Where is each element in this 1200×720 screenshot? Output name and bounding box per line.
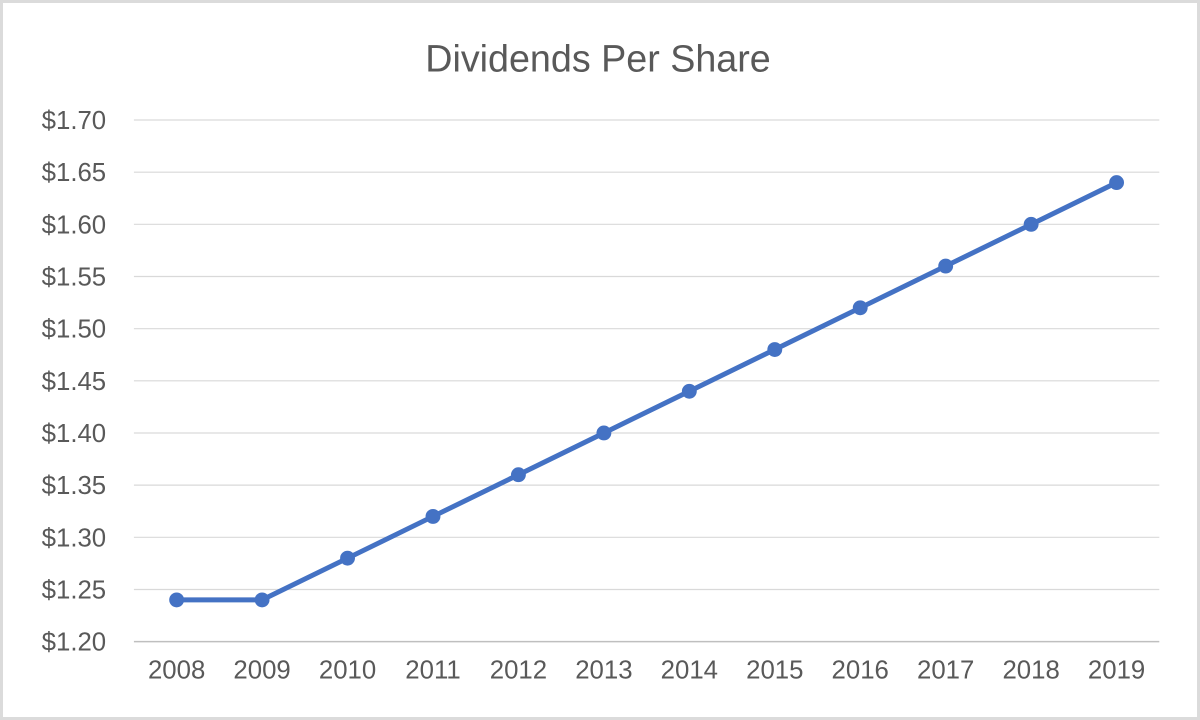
y-tick-label: $1.35 xyxy=(42,472,106,500)
y-tick-label: $1.50 xyxy=(42,316,106,344)
data-point-marker xyxy=(254,592,270,608)
data-series xyxy=(169,175,1125,608)
data-point-marker xyxy=(340,550,355,566)
x-tick-label: 2016 xyxy=(832,656,889,684)
x-tick-label: 2008 xyxy=(148,656,205,684)
data-point-marker xyxy=(1023,216,1039,232)
x-tick-label: 2011 xyxy=(405,656,460,684)
y-tick-label: $1.70 xyxy=(42,107,106,135)
x-tick-label: 2012 xyxy=(490,656,547,684)
y-tick-label: $1.65 xyxy=(42,159,106,187)
y-tick-label: $1.30 xyxy=(42,524,106,552)
data-point-marker xyxy=(681,383,697,399)
data-point-marker xyxy=(169,592,185,608)
x-axis-labels: 2008 2009 2010 2011 2012 2013 2014 2015 2016 2017… xyxy=(148,656,1145,684)
y-tick-label: $1.25 xyxy=(42,576,106,604)
y-tick-label: $1.55 xyxy=(42,264,106,292)
x-tick-label: 2015 xyxy=(746,656,803,684)
dividends-line-chart: $1.20 $1.25 $1.30 $1.35 $1.40 $1.45 $1.50 $1.55… xyxy=(42,37,1160,684)
data-point-marker xyxy=(425,509,441,524)
x-tick-label: 2014 xyxy=(661,656,718,684)
x-tick-label: 2017 xyxy=(917,656,974,684)
y-tick-label: $1.20 xyxy=(42,629,106,657)
data-point-marker xyxy=(510,467,526,483)
data-point-marker xyxy=(938,258,954,274)
x-tick-label: 2010 xyxy=(319,656,376,684)
data-point-marker xyxy=(852,300,868,316)
x-tick-label: 2009 xyxy=(233,656,290,684)
data-point-marker xyxy=(1109,175,1125,191)
x-tick-label: 2013 xyxy=(575,656,632,684)
x-tick-label: 2018 xyxy=(1002,656,1059,684)
data-point-marker xyxy=(767,342,783,357)
gridlines xyxy=(133,119,1160,643)
series-line xyxy=(174,180,1120,603)
y-tick-label: $1.60 xyxy=(42,211,106,239)
x-tick-label: 2019 xyxy=(1088,656,1145,684)
y-tick-label: $1.40 xyxy=(42,420,106,448)
chart-title: Dividends Per Share xyxy=(425,37,771,79)
y-axis-labels: $1.20 $1.25 $1.30 $1.35 $1.40 $1.45 $1.50 $1.55… xyxy=(42,107,106,657)
y-tick-label: $1.45 xyxy=(42,368,106,396)
data-point-marker xyxy=(596,425,612,441)
